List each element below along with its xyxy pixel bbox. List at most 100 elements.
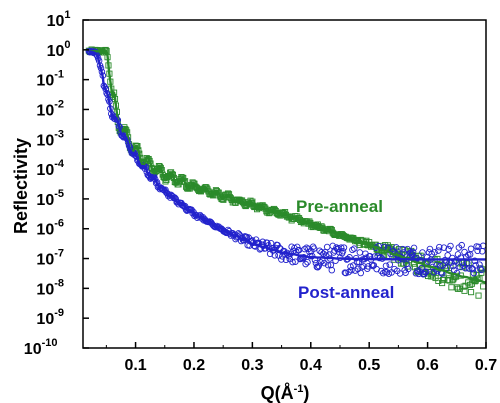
post-anneal-point (276, 244, 283, 252)
pre-anneal-point (478, 269, 485, 276)
y-tick-exponent: -8 (54, 277, 64, 289)
x-tick-label: 0.7 (475, 357, 497, 374)
y-tick-base: 10 (36, 102, 54, 119)
y-tick-exponent: -2 (54, 98, 64, 110)
post-anneal-point (421, 270, 428, 278)
pre-anneal-fit-line (88, 50, 486, 284)
post-anneal-point (447, 242, 454, 250)
post-anneal-point (407, 249, 414, 256)
x-tick-label: 0.2 (183, 357, 205, 374)
pre-anneal-point (439, 277, 447, 284)
post-anneal-point (259, 238, 266, 246)
y-tick-label: 10-5 (36, 188, 64, 209)
y-tick-base: 10 (36, 73, 54, 90)
post-anneal-point (393, 244, 400, 251)
y-tick-label: 10-8 (36, 277, 64, 298)
y-tick-exponent: -6 (54, 218, 64, 230)
pre-anneal-point (467, 281, 474, 288)
y-axis: 10110010-110-210-310-410-510-610-710-810… (24, 9, 89, 358)
x-axis-title-sup: -1 (294, 383, 304, 395)
post-anneal-point (475, 243, 482, 251)
post-anneal-point (342, 269, 350, 277)
y-tick-base: 10 (36, 132, 54, 149)
x-tick-label: 0.4 (300, 357, 322, 374)
pre-anneal-point (448, 284, 455, 291)
x-tick-label: 0.6 (416, 357, 438, 374)
post-anneal-point (422, 268, 430, 276)
x-tick-label: 0.5 (358, 357, 380, 374)
y-tick-exponent: -4 (54, 158, 65, 170)
post-anneal-point (477, 265, 484, 272)
post-anneal-point (458, 241, 465, 249)
post-anneal-point (369, 262, 377, 270)
post-anneal-point (435, 247, 442, 254)
post-anneal-point (318, 248, 325, 256)
post-anneal-point (470, 269, 478, 277)
post-anneal-point (289, 258, 296, 266)
pre-anneal-point (460, 283, 467, 290)
post-anneal-point (271, 252, 279, 259)
y-tick-base: 10 (36, 162, 54, 179)
pre-anneal-point (447, 262, 454, 269)
x-tick-label: 0.1 (124, 357, 146, 374)
pre-anneal-point (475, 292, 482, 299)
post-anneal-point (328, 266, 336, 274)
post-anneal-point (304, 258, 311, 266)
post-anneal-point (409, 248, 417, 256)
y-tick-exponent: 1 (64, 9, 70, 21)
x-axis-title-main: Q(Å (261, 383, 294, 403)
pre-anneal-point (428, 271, 435, 278)
y-tick-base: 10 (36, 311, 54, 328)
y-tick-label: 10-7 (36, 248, 64, 269)
post-anneal-point (198, 215, 206, 222)
post-anneal-point (467, 245, 475, 253)
y-tick-base: 10 (36, 222, 54, 239)
y-tick-exponent: 0 (64, 39, 70, 51)
post-anneal-point (471, 257, 479, 264)
post-anneal-point (405, 265, 412, 273)
y-tick-label: 10-4 (36, 158, 64, 179)
y-tick-label: 101 (47, 9, 71, 30)
post-anneal-point (315, 262, 322, 270)
annotation-post-anneal: Post-anneal (298, 283, 394, 302)
y-tick-base: 10 (36, 192, 54, 209)
post-anneal-point (302, 260, 309, 268)
post-anneal-point (317, 259, 324, 266)
post-anneal-point (474, 247, 481, 255)
y-axis-title: Reflectivity (11, 138, 31, 234)
y-tick-label: 10-9 (36, 307, 64, 328)
post-anneal-point (340, 244, 348, 251)
post-anneal-point (357, 269, 365, 277)
annotation-pre-anneal: Pre-anneal (296, 197, 383, 216)
post-anneal-point (418, 264, 425, 272)
post-anneal-point (314, 264, 322, 271)
plot-frame (82, 19, 487, 349)
post-anneal-point (400, 249, 408, 256)
y-tick-label: 10-1 (36, 69, 64, 90)
post-anneal-point (324, 261, 332, 269)
post-anneal-point (321, 259, 328, 267)
post-anneal-point (346, 254, 353, 261)
post-anneal-point (293, 243, 301, 251)
y-tick-base: 10 (36, 281, 54, 298)
x-axis: 0.1 0.2 0.3 0.4 0.5 0.6 0.7 (105, 342, 497, 374)
post-anneal-point (465, 265, 473, 272)
y-tick-exponent: -5 (54, 188, 64, 200)
post-anneal-point (301, 245, 308, 253)
post-anneal-point (323, 243, 331, 251)
post-anneal-point (410, 244, 418, 252)
post-anneal-point (419, 249, 426, 256)
post-anneal-point (278, 256, 285, 263)
post-anneal-point (350, 245, 358, 252)
post-anneal-point (472, 262, 479, 269)
post-anneal-point (386, 261, 393, 268)
y-tick-base: 10 (47, 13, 65, 30)
y-tick-base: 10 (24, 341, 42, 358)
y-tick-label: 100 (47, 39, 71, 60)
y-tick-base: 10 (36, 252, 54, 269)
x-tick-label: 0.3 (241, 357, 263, 374)
y-tick-exponent: -1 (54, 69, 64, 81)
y-tick-label: 10-6 (36, 218, 64, 239)
post-anneal-point (440, 244, 448, 251)
